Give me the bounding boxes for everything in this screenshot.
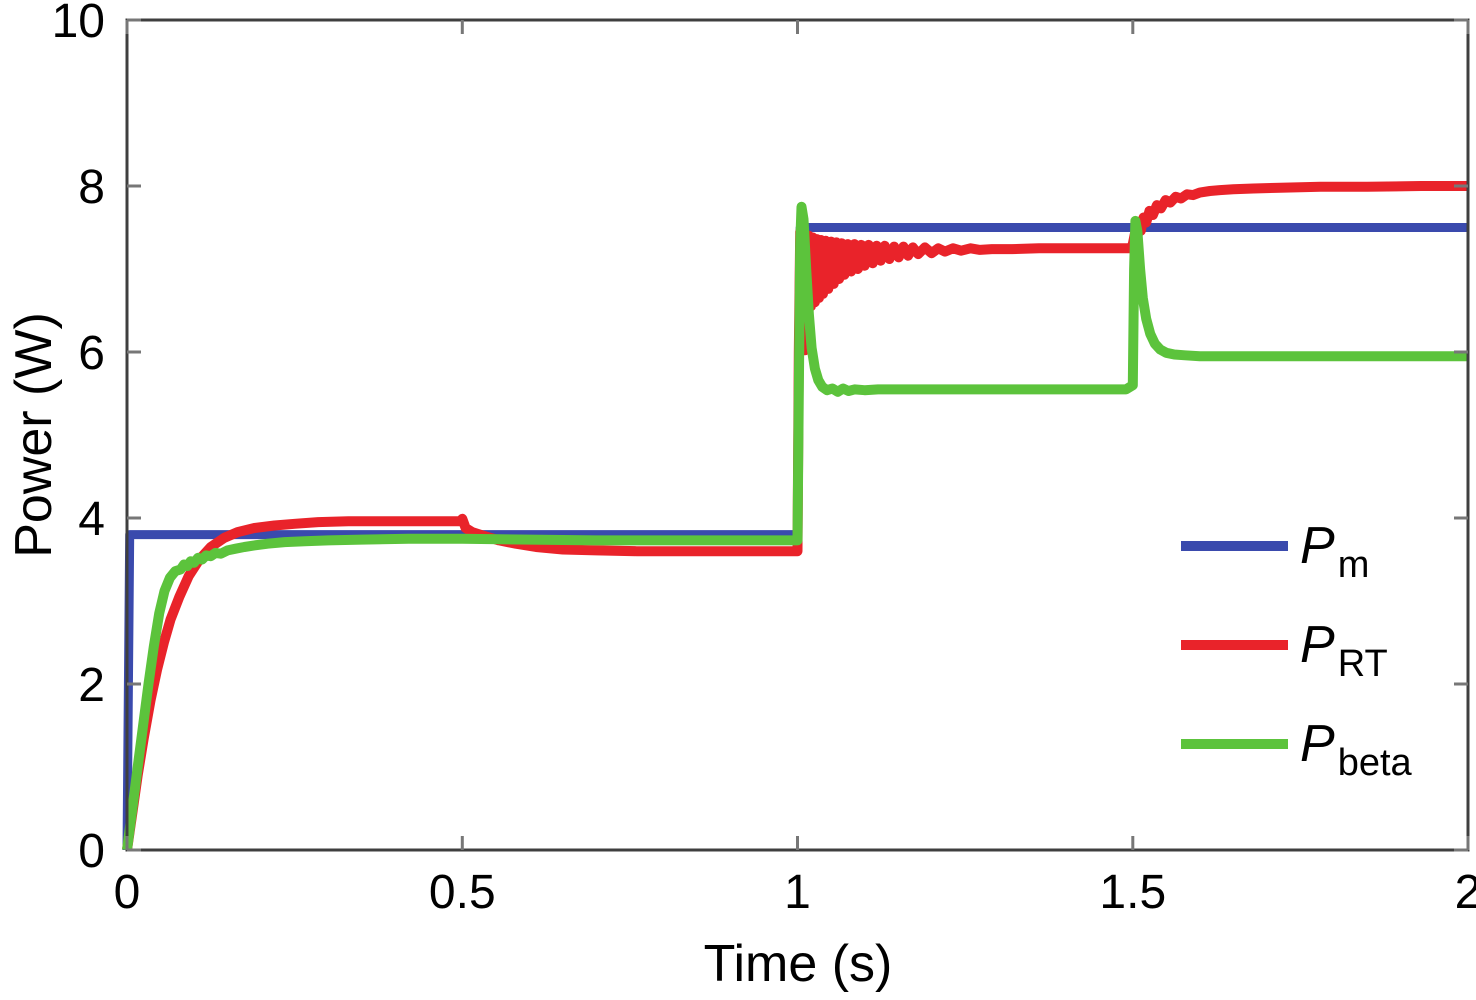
x-axis-title: Time (s): [703, 935, 893, 993]
x-tick-label: 1.5: [1099, 866, 1166, 919]
y-tick-label: 6: [78, 327, 105, 380]
x-tick-label: 0: [114, 866, 141, 919]
y-axis-title: Power (W): [5, 312, 63, 558]
x-tick-label: 0.5: [429, 866, 496, 919]
y-tick-label: 10: [52, 0, 105, 48]
y-tick-label: 2: [78, 659, 105, 712]
legend-item-pm: Pm: [1300, 517, 1369, 586]
series-line-Pbeta: [122, 201, 1468, 851]
legend-sub-pbeta: beta: [1337, 742, 1412, 784]
legend-label-pbeta: P: [1300, 715, 1335, 773]
y-tick-label: 4: [78, 493, 105, 546]
x-tick-label: 1: [784, 866, 811, 919]
legend-sub-pm: m: [1337, 544, 1370, 586]
series-line-PRT: [122, 181, 1468, 851]
legend-item-prt: PRT: [1300, 616, 1388, 685]
y-tick-label: 0: [78, 825, 105, 878]
legend-label-prt: P: [1300, 616, 1335, 674]
x-tick-label: 2: [1455, 866, 1476, 919]
legend-item-pbeta: Pbeta: [1300, 715, 1412, 784]
y-tick-label: 8: [78, 161, 105, 214]
legend-sub-prt: RT: [1337, 643, 1388, 685]
legend-label-pm: P: [1300, 517, 1335, 575]
